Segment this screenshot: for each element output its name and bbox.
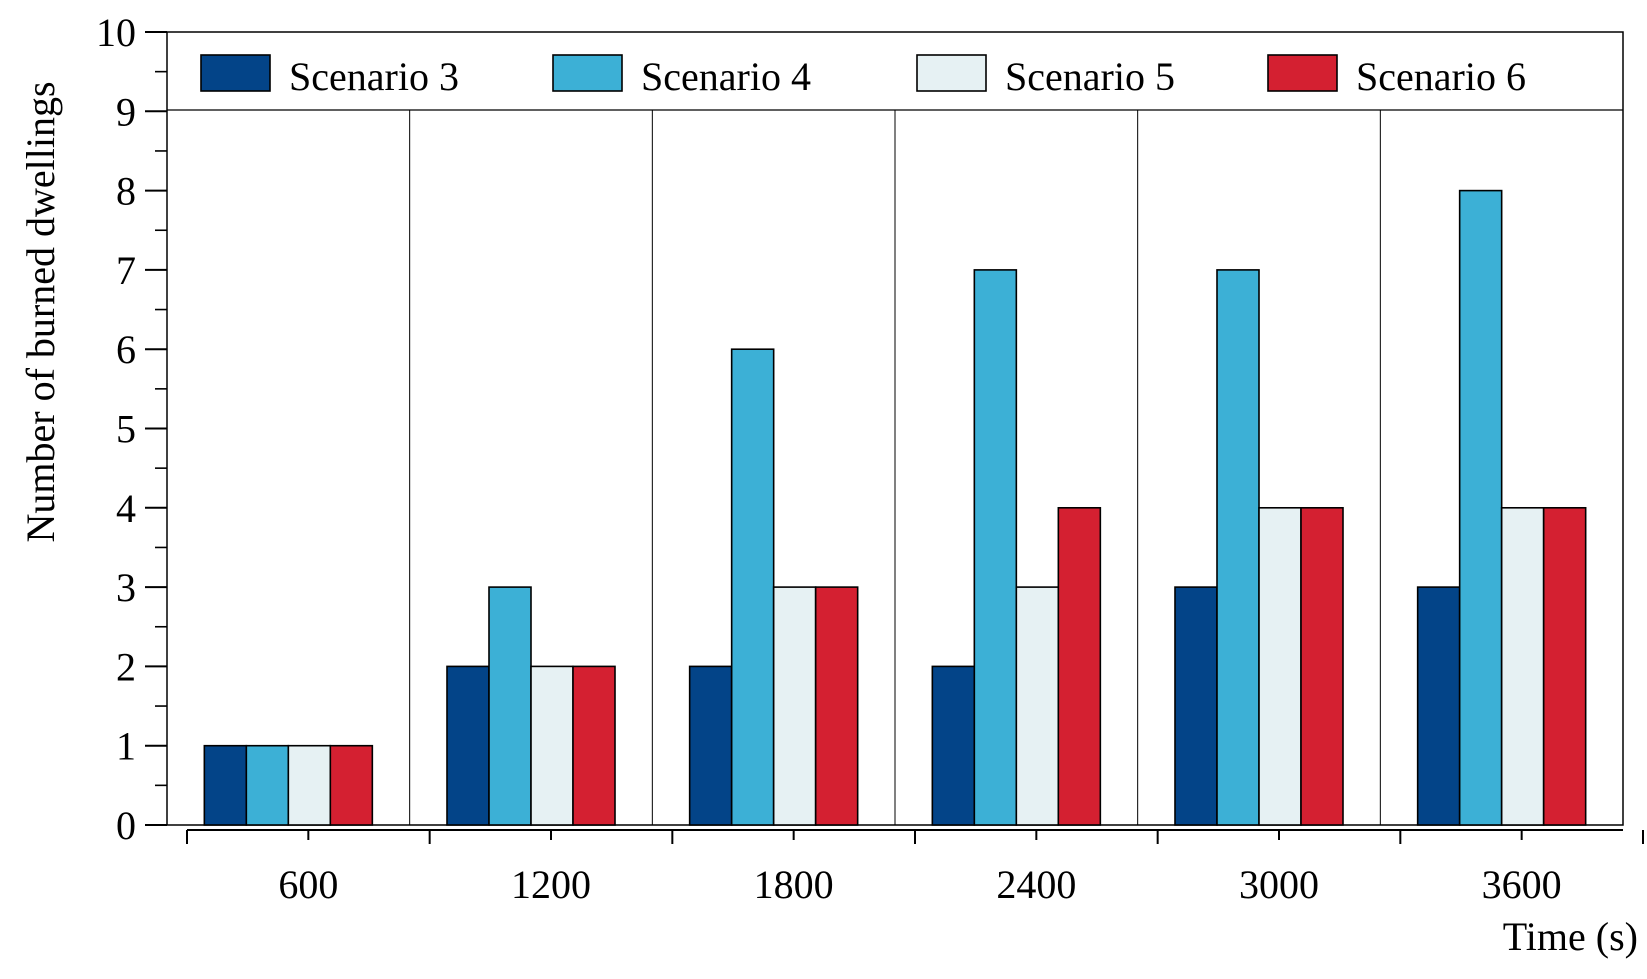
y-tick-label: 8 bbox=[116, 169, 136, 214]
bar bbox=[245, 744, 290, 826]
bar bbox=[1300, 506, 1344, 826]
x-tick-label: 2400 bbox=[996, 862, 1076, 907]
legend-swatch bbox=[1267, 54, 1338, 92]
y-tick-label: 9 bbox=[116, 89, 136, 134]
bar bbox=[287, 744, 332, 826]
y-tick-label: 1 bbox=[116, 724, 136, 769]
legend-label: Scenario 4 bbox=[641, 54, 811, 99]
bar bbox=[973, 269, 1018, 826]
x-tick-label: 1800 bbox=[754, 862, 834, 907]
legend-label: Scenario 6 bbox=[1356, 54, 1526, 99]
y-tick-label: 6 bbox=[116, 327, 136, 372]
bar bbox=[446, 665, 490, 826]
bar bbox=[488, 586, 532, 826]
x-tick-label: 3600 bbox=[1482, 862, 1562, 907]
bar bbox=[1258, 506, 1302, 826]
y-axis-title: Number of burned dwellings bbox=[18, 81, 63, 542]
plot-area bbox=[166, 31, 1624, 826]
bar bbox=[1015, 586, 1060, 826]
bar bbox=[688, 665, 733, 826]
bar bbox=[730, 348, 775, 826]
bar bbox=[1458, 189, 1503, 826]
bar bbox=[1216, 269, 1260, 826]
x-axis-title: Time (s) bbox=[1503, 914, 1638, 959]
bar bbox=[1416, 586, 1461, 826]
bar bbox=[329, 744, 374, 826]
bar bbox=[1174, 586, 1218, 826]
bar bbox=[931, 665, 976, 826]
bar bbox=[1500, 506, 1545, 826]
bar bbox=[772, 586, 817, 826]
x-tick-label: 600 bbox=[278, 862, 338, 907]
legend: Scenario 3 Scenario 4 Scenario 5 Scenario 6 bbox=[200, 54, 1526, 99]
bar bbox=[530, 665, 574, 826]
y-tick-label: 3 bbox=[116, 565, 136, 610]
bar bbox=[1057, 506, 1102, 826]
y-tick-label: 5 bbox=[116, 407, 136, 452]
legend-label: Scenario 3 bbox=[289, 54, 459, 99]
y-tick-label: 10 bbox=[96, 10, 136, 55]
y-tick-label: 7 bbox=[116, 248, 136, 293]
axes: 0 1 2 3 4 5 6 7 8 9 10 600 1200 1800 2400 3000 3600 bbox=[96, 10, 1644, 907]
legend-swatch bbox=[200, 54, 271, 92]
legend-label: Scenario 5 bbox=[1005, 54, 1175, 99]
bars-group bbox=[203, 189, 1587, 826]
bar bbox=[814, 586, 859, 826]
legend-swatch bbox=[552, 54, 623, 92]
bar bbox=[1542, 506, 1587, 826]
y-tick-label: 2 bbox=[116, 644, 136, 689]
legend-swatch bbox=[916, 54, 987, 92]
y-tick-label: 0 bbox=[116, 803, 136, 848]
x-tick-label: 1200 bbox=[511, 862, 591, 907]
bar bbox=[572, 665, 616, 826]
bar bbox=[203, 744, 248, 826]
y-tick-label: 4 bbox=[116, 486, 136, 531]
x-tick-label: 3000 bbox=[1239, 862, 1319, 907]
